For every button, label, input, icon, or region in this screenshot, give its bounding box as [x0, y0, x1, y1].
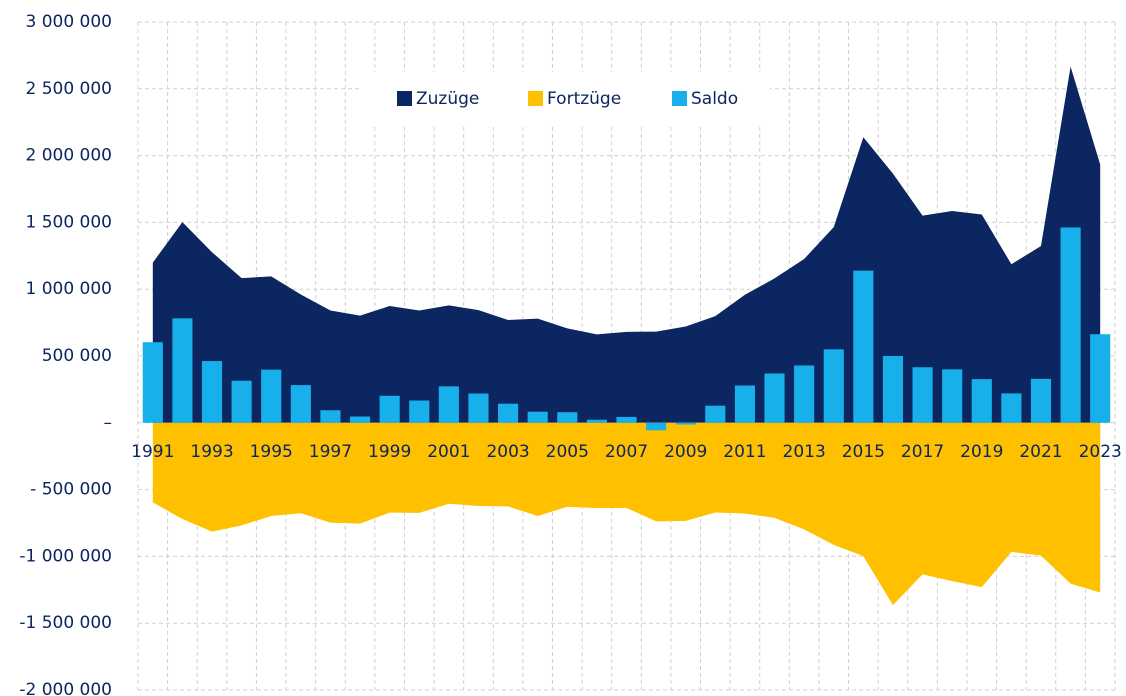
- x-tick-label: 2003: [486, 442, 529, 462]
- legend-label: Fortzüge: [547, 89, 621, 109]
- bar: [1090, 334, 1111, 423]
- bar: [1030, 378, 1052, 423]
- y-tick-label: 3 000 000: [25, 12, 112, 32]
- x-tick-label: 2009: [664, 442, 707, 462]
- bar: [882, 356, 904, 423]
- bar: [290, 385, 311, 423]
- bar: [468, 393, 489, 423]
- x-tick-label: 2011: [723, 442, 766, 462]
- bar: [1001, 393, 1022, 423]
- x-tick-label: 1995: [250, 442, 293, 462]
- area: [152, 422, 1101, 606]
- bar: [912, 367, 933, 423]
- x-tick-label: 2015: [842, 442, 885, 462]
- legend: Zuzüge Fortzüge Saldo: [360, 72, 770, 126]
- x-tick-label: 2001: [427, 442, 470, 462]
- x-tick-label: 1999: [368, 442, 411, 462]
- x-tick-label: 2019: [960, 442, 1003, 462]
- legend-swatch: [528, 91, 543, 106]
- legend-label: Saldo: [691, 89, 738, 109]
- bar: [172, 318, 193, 423]
- bar: [971, 379, 992, 423]
- y-tick-label: -2 000 000: [19, 680, 112, 696]
- bar: [1060, 227, 1081, 423]
- legend-swatch: [672, 91, 687, 106]
- bar: [586, 419, 607, 423]
- y-tick-label: 500 000: [42, 346, 112, 366]
- bar: [764, 373, 785, 423]
- bar: [853, 270, 874, 423]
- bar: [794, 365, 815, 423]
- legend-label: Zuzüge: [416, 89, 479, 109]
- bar: [942, 369, 963, 423]
- y-tick-label: - 500 000: [30, 480, 112, 500]
- bar: [438, 386, 459, 423]
- bar: [379, 395, 400, 423]
- y-tick-label: 2 500 000: [25, 79, 112, 99]
- bar: [320, 410, 341, 423]
- bar: [261, 369, 282, 423]
- bar: [734, 385, 755, 423]
- bar: [498, 403, 519, 423]
- bar: [231, 380, 252, 423]
- y-tick-label: -1 500 000: [19, 613, 112, 633]
- x-tick-label: 2013: [783, 442, 826, 462]
- x-tick-label: 2005: [546, 442, 589, 462]
- x-tick-label: 2023: [1079, 442, 1122, 462]
- x-tick-label: 1991: [131, 442, 174, 462]
- bar: [646, 422, 667, 431]
- bar: [616, 416, 637, 423]
- bar: [409, 400, 430, 423]
- x-tick-label: 1997: [309, 442, 352, 462]
- y-tick-label: 1 000 000: [25, 279, 112, 299]
- x-tick-label: 2007: [605, 442, 648, 462]
- bar: [527, 411, 548, 423]
- y-tick-label: –: [104, 413, 113, 433]
- x-tick-label: 2017: [901, 442, 944, 462]
- bar: [142, 342, 163, 423]
- bar: [201, 361, 223, 423]
- bar: [675, 422, 696, 425]
- y-tick-label: 2 000 000: [25, 146, 112, 166]
- x-tick-label: 2021: [1019, 442, 1062, 462]
- x-tick-label: 1993: [190, 442, 233, 462]
- legend-swatch: [397, 91, 412, 106]
- y-tick-label: -1 000 000: [19, 546, 112, 566]
- bar: [349, 416, 371, 423]
- bar: [823, 349, 844, 423]
- legend-box: [360, 72, 770, 126]
- bar: [705, 405, 726, 423]
- bar: [557, 412, 578, 423]
- y-tick-label: 1 500 000: [25, 212, 112, 232]
